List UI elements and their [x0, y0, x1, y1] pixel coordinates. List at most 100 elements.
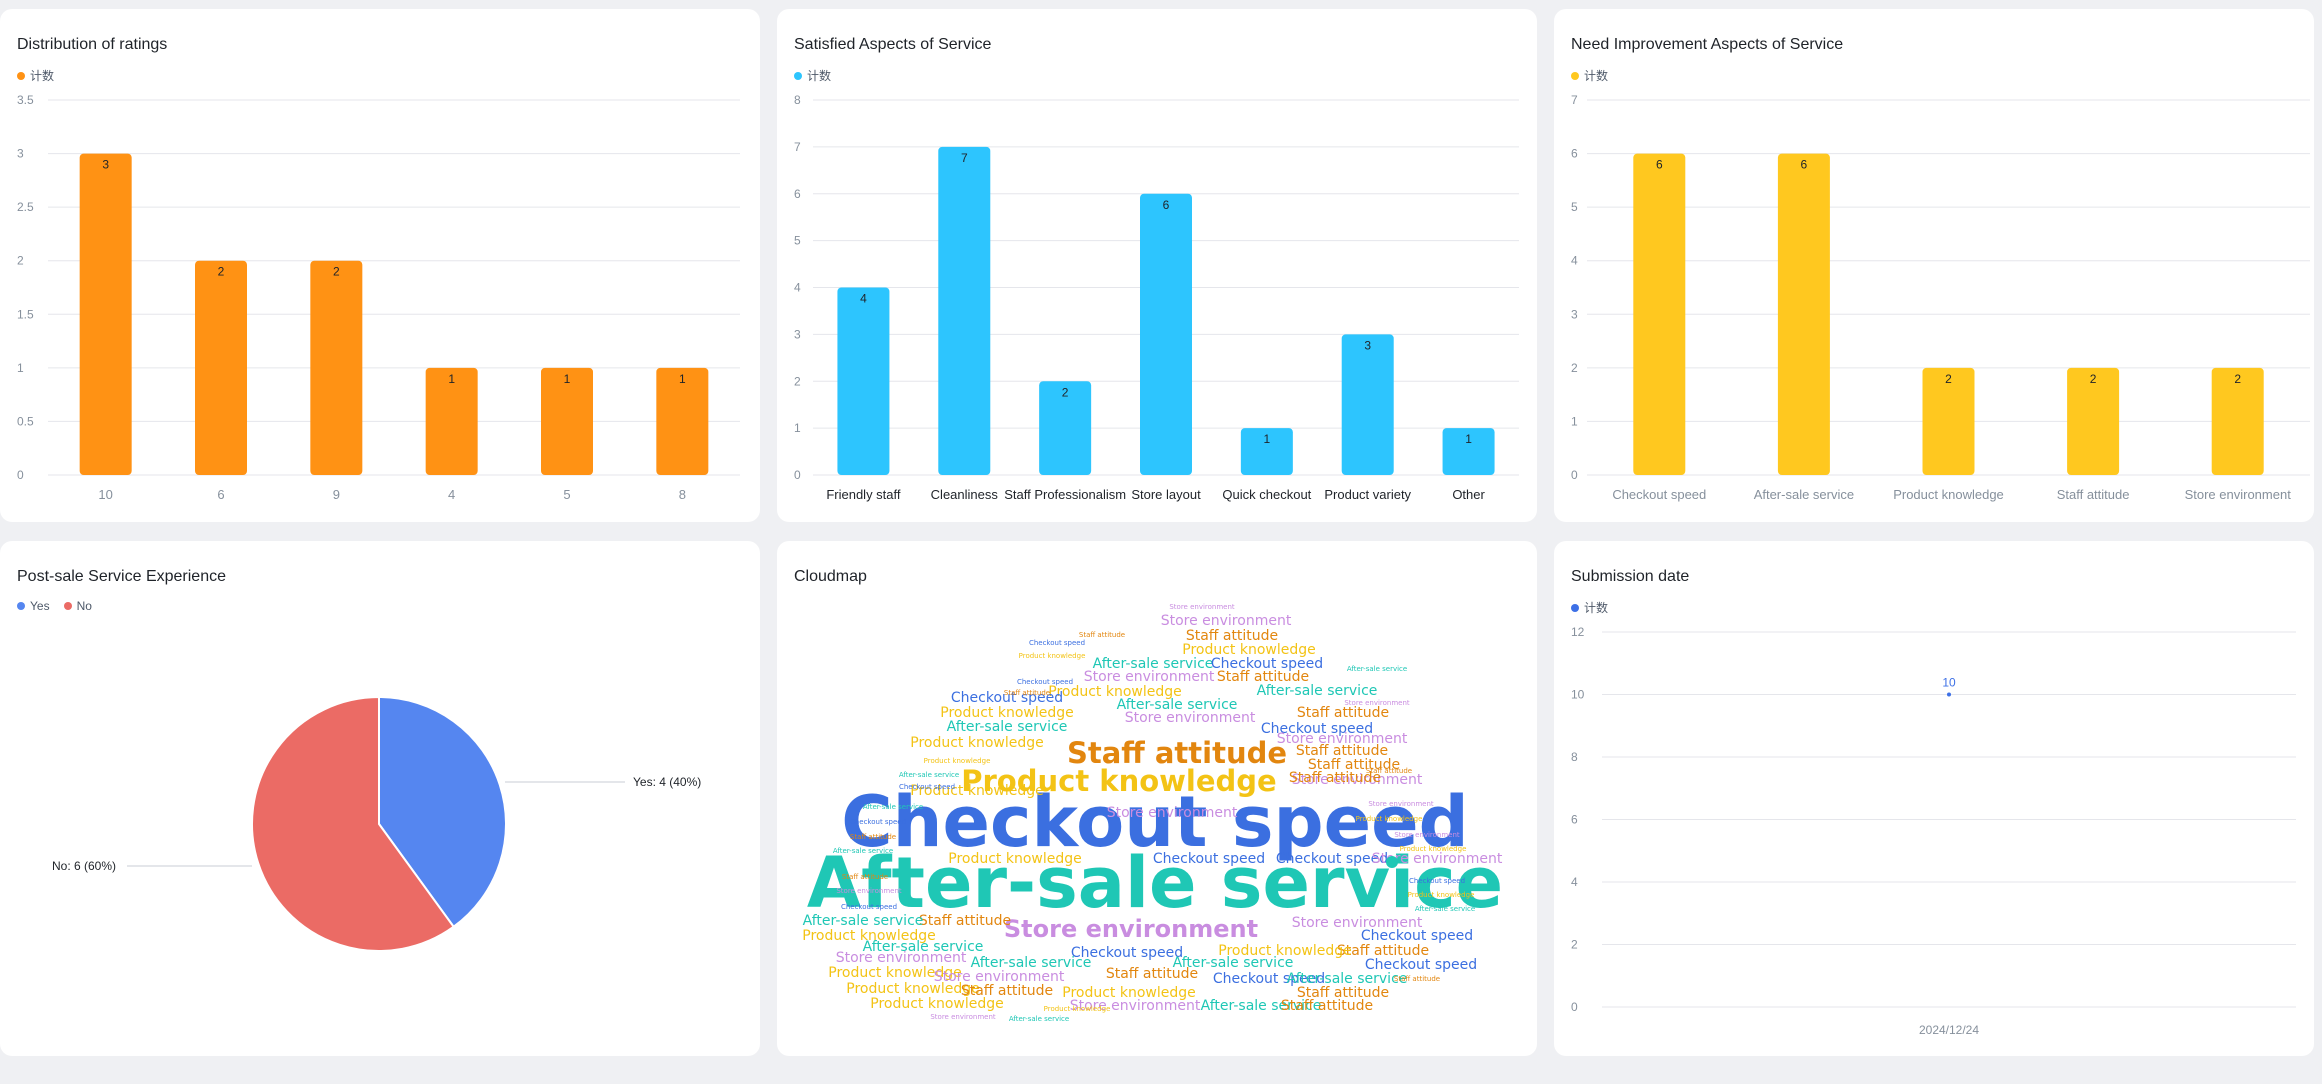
legend-label: 计数	[1584, 69, 1609, 83]
cloud-word: Checkout speed	[1261, 721, 1373, 737]
cloud-word: Store environment	[1169, 603, 1235, 611]
x-tick-label: 6	[217, 487, 224, 502]
legend-item-count[interactable]: 计数	[1571, 599, 1608, 616]
pie-label-no: No: 6 (60%)	[52, 859, 116, 873]
x-tick-label: Friendly staff	[826, 487, 901, 502]
cloud-word: Staff attitude	[1296, 743, 1388, 759]
cloud-word: Staff attitude	[1289, 770, 1381, 786]
x-tick-label: After-sale service	[1754, 487, 1854, 502]
data-label: 2	[1945, 372, 1952, 386]
bar	[1140, 193, 1192, 475]
bar	[79, 153, 132, 476]
bar	[1442, 428, 1495, 475]
cloud-word: Store environment	[1394, 831, 1460, 839]
cloud-word: Staff attitude	[1394, 975, 1440, 983]
chart-legend: 计数	[1571, 599, 1608, 616]
y-tick-label: 8	[794, 93, 801, 107]
improvement-bar-chart: 0 1 2 3 4 5 6 7 6 Checkout speed 6 After-sale servi…	[1571, 93, 2310, 502]
cloud-word: Store environment	[1344, 699, 1410, 707]
x-tick-label: Product knowledge	[1893, 487, 2004, 502]
cloud-word: Checkout speed	[841, 903, 897, 911]
y-tick-label: 4	[794, 281, 801, 295]
y-tick-label: 1.5	[17, 307, 34, 321]
y-tick-label: 3	[794, 327, 801, 341]
bar	[1922, 367, 1975, 475]
y-tick-label: 0	[1571, 468, 1578, 482]
cloud-word: Staff attitude	[1337, 943, 1429, 959]
x-tick-label: Staff Professionalism	[1004, 487, 1126, 502]
cloud-word: Staff attitude	[1217, 669, 1309, 685]
cloud-word: Checkout speed	[841, 781, 1468, 863]
cloud-word: Product knowledge	[1356, 815, 1423, 823]
legend-item-yes[interactable]: Yes	[17, 599, 50, 613]
data-label: 2	[2234, 372, 2241, 386]
cloud-word: After-sale service	[1415, 905, 1475, 913]
x-tick-label: Cleanliness	[931, 487, 999, 502]
legend-label: 计数	[30, 69, 55, 83]
y-tick-label: 0	[17, 468, 24, 482]
data-label: 2	[1062, 385, 1069, 399]
legend-item-count[interactable]: 计数	[794, 67, 831, 84]
cloud-word: Product knowledge	[1218, 943, 1352, 959]
post-sale-pie-chart: Yes: 4 (40%) No: 6 (60%)	[52, 695, 701, 952]
legend-item-count[interactable]: 计数	[1571, 67, 1608, 84]
pie-slice-no	[251, 695, 456, 952]
cloud-word: Store environment	[1084, 669, 1215, 685]
card-title: Satisfied Aspects of Service	[794, 36, 992, 53]
cloud-word: Staff attitude	[850, 833, 896, 841]
data-label: 10	[1942, 676, 1956, 690]
bar	[2067, 367, 2120, 475]
cloud-word: Staff attitude	[1297, 705, 1389, 721]
data-label: 4	[860, 292, 867, 306]
y-tick-label: 4	[1571, 875, 1578, 889]
bar	[541, 367, 593, 475]
y-tick-label: 6	[1571, 813, 1578, 827]
legend-item-count[interactable]: 计数	[17, 67, 54, 84]
legend-label: Yes	[30, 599, 50, 613]
y-tick-label: 6	[1571, 147, 1578, 161]
cloud-word: After-sale service	[863, 803, 923, 811]
cloud-word: Store environment	[836, 950, 967, 966]
cloud-word: Staff attitude	[961, 983, 1053, 999]
y-tick-label: 12	[1571, 625, 1585, 639]
cloud-word: Store environment	[1292, 915, 1423, 931]
cloud-word: After-sale service	[803, 913, 924, 929]
y-tick-label: 4	[1571, 254, 1578, 268]
legend-dot	[17, 602, 25, 610]
cloud-word: Staff attitude	[1281, 998, 1373, 1014]
x-tick-label: 5	[563, 487, 570, 502]
cloud-word: After-sale service	[1287, 971, 1408, 987]
cloud-word: Product knowledge	[910, 735, 1044, 751]
y-tick-label: 3	[1571, 307, 1578, 321]
y-tick-label: 2	[17, 254, 24, 268]
cloud-word: Checkout speed	[951, 690, 1063, 706]
data-label: 3	[1364, 338, 1371, 352]
data-label: 1	[448, 372, 455, 386]
cloud-word: Product knowledge	[870, 996, 1004, 1012]
cloud-word: After-sale service	[807, 842, 1503, 924]
chart-legend: 计数	[794, 67, 831, 84]
bar	[1633, 153, 1686, 476]
card-title: Submission date	[1571, 568, 1690, 585]
cloud-word: Checkout speed	[1409, 877, 1465, 885]
cloud-word: Staff attitude	[1079, 631, 1125, 639]
data-label: 6	[1656, 158, 1663, 172]
legend-label: No	[76, 599, 92, 613]
cloud-word: Staff attitude	[1366, 767, 1412, 775]
y-tick-label: 2.5	[17, 200, 34, 214]
bar	[1341, 334, 1394, 475]
legend-item-no[interactable]: No	[63, 599, 92, 613]
legend-dot	[1571, 71, 1579, 80]
cloud-word: After-sale service	[1009, 1015, 1069, 1023]
cloud-word: Store environment	[1004, 915, 1258, 943]
cloud-word: Product knowledge	[1408, 891, 1475, 899]
legend-dot	[63, 602, 72, 610]
cloud-word: After-sale service	[833, 847, 893, 855]
cloud-word: Product knowledge	[846, 981, 980, 997]
cloud-word: Checkout speed	[1029, 639, 1085, 647]
x-tick-label: 10	[98, 487, 112, 502]
y-tick-label: 0	[794, 468, 801, 482]
y-tick-label: 7	[794, 140, 801, 154]
cloud-word: After-sale service	[1117, 697, 1238, 713]
bar	[938, 146, 991, 475]
